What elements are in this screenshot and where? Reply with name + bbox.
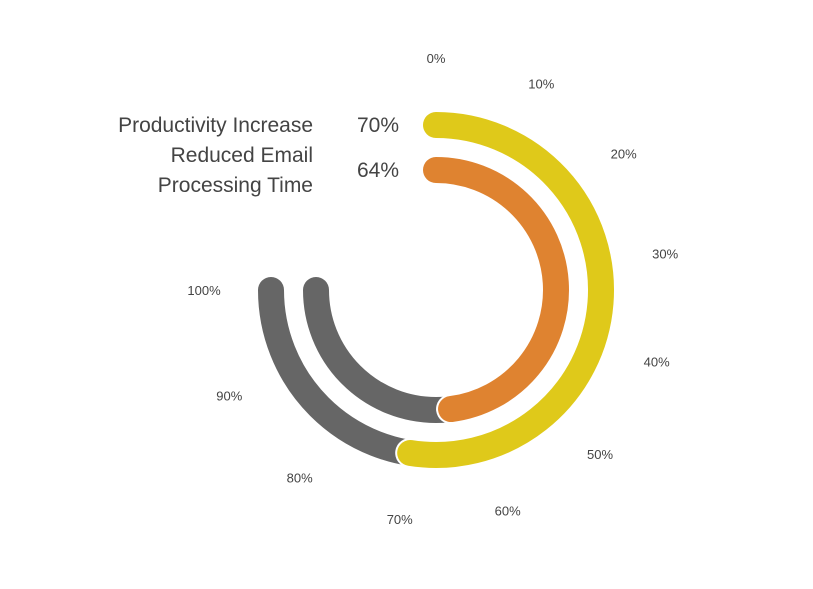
tick-label: 20% <box>611 147 637 162</box>
series-value-email: 64% <box>357 159 400 182</box>
tick-label: 90% <box>216 388 242 403</box>
tick-label: 50% <box>587 447 613 462</box>
tick-label: 70% <box>387 512 413 527</box>
series-arc-1 <box>423 157 569 423</box>
tick-label: 60% <box>495 504 521 519</box>
tick-label: 10% <box>528 76 554 91</box>
tick-label: 0% <box>427 51 446 66</box>
tick-label: 80% <box>287 471 313 486</box>
tick-label: 100% <box>187 283 221 298</box>
series-label-productivity: Productivity Increase <box>118 114 313 137</box>
tick-label: 40% <box>644 355 670 370</box>
tick-label: 30% <box>652 247 678 262</box>
series-value-productivity: 70% <box>357 114 400 137</box>
series-label-email: Reduced Email Processing Time <box>157 144 313 197</box>
series-arc-0 <box>397 112 614 468</box>
